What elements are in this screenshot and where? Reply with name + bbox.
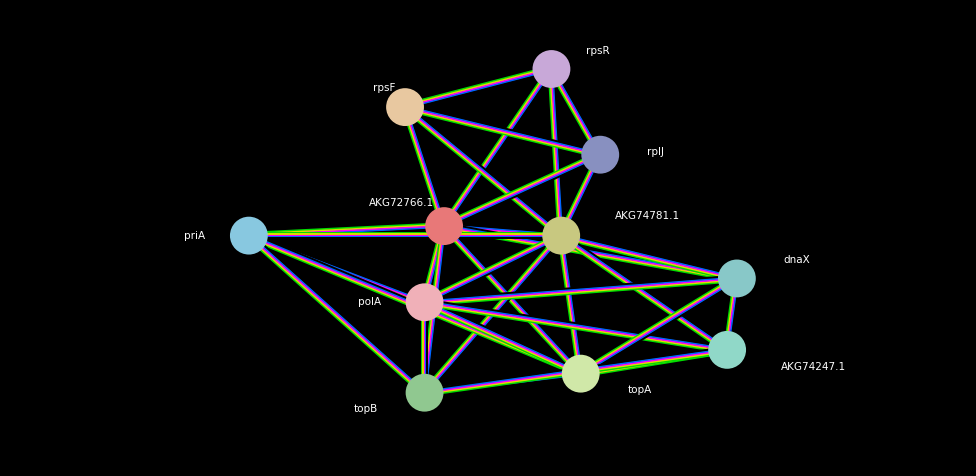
Text: AKG74781.1: AKG74781.1 — [615, 210, 680, 221]
Text: topA: topA — [628, 385, 652, 396]
Circle shape — [406, 284, 443, 320]
Text: priA: priA — [183, 230, 205, 241]
Circle shape — [533, 51, 570, 87]
Text: AKG74247.1: AKG74247.1 — [781, 361, 846, 372]
Text: rpsR: rpsR — [586, 46, 609, 56]
Circle shape — [718, 260, 755, 297]
Text: dnaX: dnaX — [784, 255, 810, 266]
Circle shape — [543, 218, 580, 254]
Text: polA: polA — [357, 297, 381, 307]
Circle shape — [709, 332, 746, 368]
Text: topB: topB — [353, 404, 378, 415]
Circle shape — [582, 137, 619, 173]
Text: rplJ: rplJ — [647, 147, 664, 158]
Circle shape — [406, 375, 443, 411]
Circle shape — [426, 208, 463, 244]
Circle shape — [562, 356, 599, 392]
Text: AKG72766.1: AKG72766.1 — [369, 198, 434, 208]
Text: rpsF: rpsF — [373, 83, 395, 93]
Circle shape — [230, 218, 267, 254]
Circle shape — [386, 89, 424, 125]
